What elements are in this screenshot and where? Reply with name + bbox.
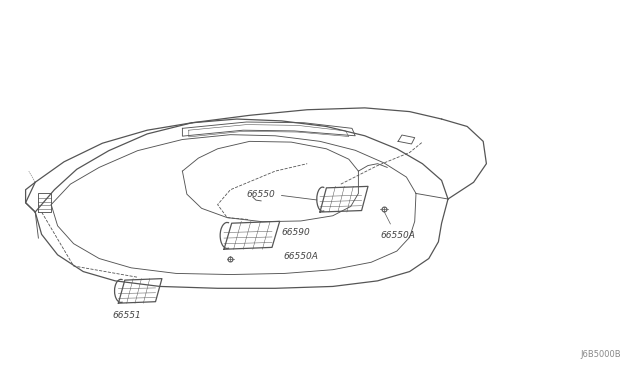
Text: 66550A: 66550A bbox=[381, 231, 415, 240]
Text: J6B5000B: J6B5000B bbox=[580, 350, 621, 359]
Text: 66550A: 66550A bbox=[284, 252, 318, 261]
Text: 66550: 66550 bbox=[246, 190, 275, 199]
Text: 66551: 66551 bbox=[112, 311, 141, 320]
Text: 66590: 66590 bbox=[282, 228, 310, 237]
